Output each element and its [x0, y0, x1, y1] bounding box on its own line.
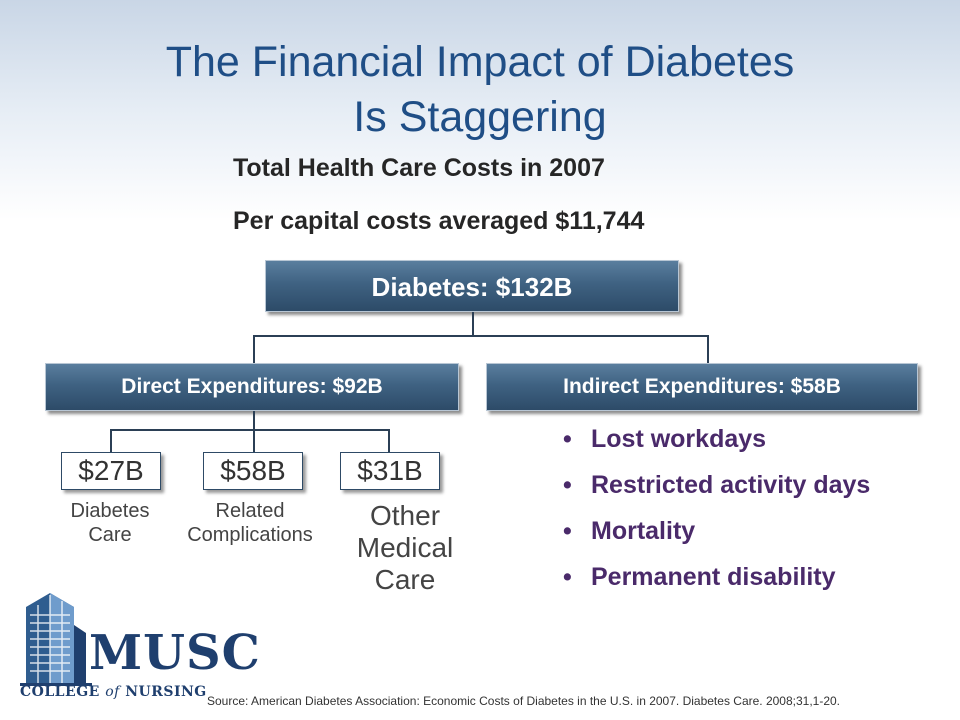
- indirect-expenditures-box: Indirect Expenditures: $58B: [486, 363, 918, 411]
- list-item: • Lost workdays: [563, 423, 923, 455]
- other-medical-care-label: Other Medical Care: [330, 500, 480, 596]
- bullet-icon: •: [563, 425, 572, 453]
- label-line: Care: [374, 564, 436, 595]
- related-complications-amount: $58B: [203, 452, 303, 490]
- list-item-text: Mortality: [591, 517, 696, 545]
- connector-line: [110, 429, 390, 431]
- list-item-text: Lost workdays: [591, 425, 767, 453]
- connector-line: [472, 312, 474, 337]
- connector-line: [110, 429, 112, 452]
- label-line: Diabetes: [70, 500, 150, 522]
- connector-line: [253, 335, 709, 337]
- per-capita-note: Per capital costs averaged $11,744: [233, 207, 645, 235]
- label-line: Medical: [356, 532, 454, 563]
- list-item: • Mortality: [563, 515, 923, 547]
- logo-college-post: NURSING: [119, 684, 207, 700]
- label-line: Other: [369, 500, 441, 531]
- connector-line: [388, 429, 390, 452]
- other-medical-care-amount: $31B: [340, 452, 440, 490]
- logo-wordmark: MUSC: [89, 625, 261, 681]
- list-item-text: Restricted activity days: [591, 471, 871, 499]
- label-line: Related: [215, 500, 285, 522]
- direct-expenditures-box: Direct Expenditures: $92B: [45, 363, 459, 411]
- connector-line: [707, 335, 709, 363]
- slide-title-line1: The Financial Impact of Diabetes: [165, 38, 795, 86]
- connector-line: [253, 429, 255, 452]
- connector-line: [253, 335, 255, 363]
- bullet-icon: •: [563, 517, 572, 545]
- label-line: Care: [88, 524, 132, 546]
- bullet-icon: •: [563, 563, 572, 591]
- indirect-items-list: • Lost workdays • Restricted activity days…: [563, 423, 923, 607]
- logo-college-of-nursing: COLLEGE of NURSING: [20, 684, 207, 700]
- list-item: • Restricted activity days: [563, 469, 923, 501]
- slide-title-line2: Is Staggering: [353, 93, 607, 141]
- diabetes-care-label: Diabetes Care: [40, 499, 180, 547]
- subtitle: Total Health Care Costs in 2007: [233, 154, 605, 182]
- list-item: • Permanent disability: [563, 561, 923, 593]
- connector-line: [253, 411, 255, 430]
- list-item-text: Permanent disability: [591, 563, 836, 591]
- related-complications-label: Related Complications: [160, 499, 340, 547]
- source-citation: Source: American Diabetes Association: E…: [207, 694, 841, 708]
- bullet-icon: •: [563, 471, 572, 499]
- logo-college-of: of: [105, 684, 120, 700]
- musc-building-logo-icon: [20, 593, 92, 686]
- diabetes-care-amount: $27B: [61, 452, 161, 490]
- logo-college-pre: COLLEGE: [20, 684, 106, 700]
- total-cost-box: Diabetes: $132B: [265, 260, 679, 312]
- label-line: Complications: [187, 524, 313, 546]
